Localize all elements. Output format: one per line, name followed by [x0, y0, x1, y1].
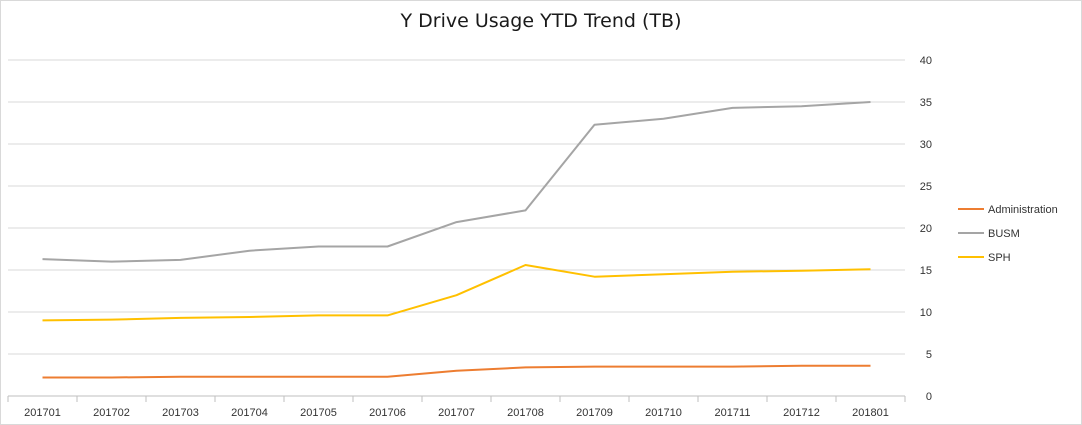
- x-tick-label: 201711: [715, 407, 751, 419]
- y-tick-label: 30: [920, 139, 932, 151]
- x-tick-label: 201710: [645, 407, 682, 419]
- x-tick-label: 201704: [231, 407, 268, 419]
- x-tick-label: 201702: [93, 407, 130, 419]
- y-tick-label: 5: [926, 349, 932, 361]
- x-tick-label: 201801: [852, 407, 889, 419]
- y-tick-label: 20: [920, 223, 932, 235]
- y-tick-label: 35: [920, 97, 932, 109]
- chart-title: Y Drive Usage YTD Trend (TB): [400, 10, 682, 32]
- x-tick-label: 201709: [576, 407, 613, 419]
- y-tick-label: 0: [926, 391, 932, 403]
- legend-label-busm: BUSM: [988, 228, 1020, 240]
- x-tick-label: 201703: [162, 407, 199, 419]
- legend-label-sph: SPH: [988, 252, 1011, 264]
- y-tick-label: 25: [920, 181, 932, 193]
- y-tick-label: 15: [920, 265, 932, 277]
- legend-label-administration: Administration: [988, 204, 1058, 216]
- x-tick-label: 201701: [24, 407, 61, 419]
- x-tick-label: 201708: [507, 407, 544, 419]
- series-line-busm: [42, 101, 871, 263]
- y-tick-label: 10: [920, 307, 932, 319]
- x-tick-label: 201706: [369, 407, 406, 419]
- x-tick-label: 201712: [783, 407, 820, 419]
- series-line-administration: [42, 364, 871, 379]
- x-tick-label: 201707: [438, 407, 475, 419]
- x-tick-label: 201705: [300, 407, 337, 419]
- y-tick-label: 40: [920, 55, 932, 67]
- series-line-sph: [42, 264, 871, 322]
